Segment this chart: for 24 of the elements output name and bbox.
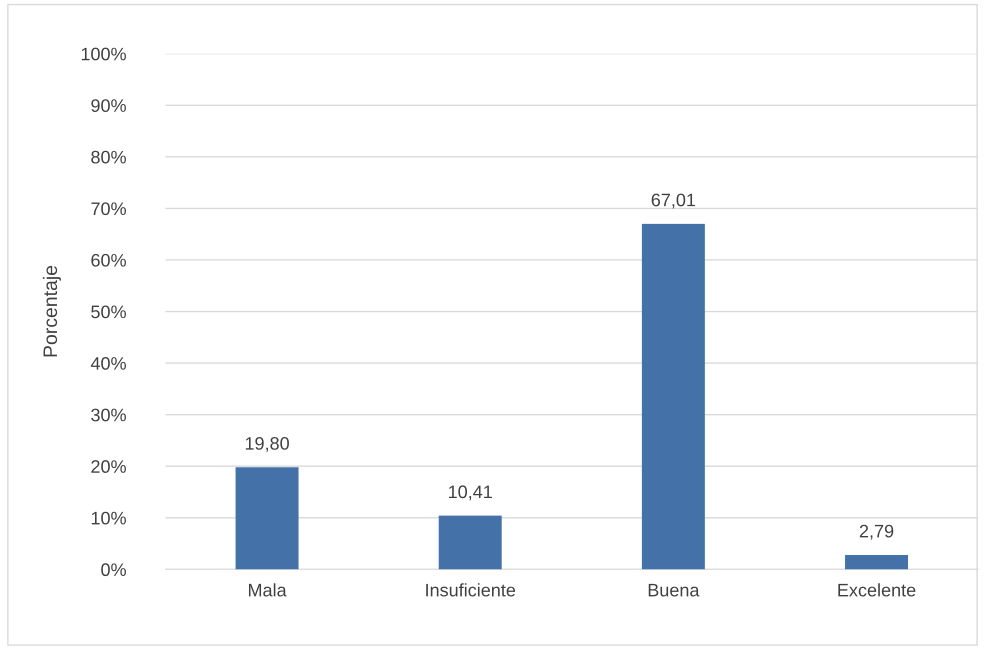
bar [236, 467, 299, 570]
x-tick-label: Excelente [838, 583, 916, 597]
y-tick-label: 30% [91, 408, 126, 422]
bar [642, 224, 705, 570]
data-label: 19,80 [246, 437, 289, 452]
data-label: 10,41 [449, 485, 492, 500]
x-tick-label: Mala [248, 583, 287, 597]
y-tick-label: 60% [91, 254, 126, 267]
y-tick-label: 80% [91, 150, 126, 164]
y-tick-label: 50% [91, 305, 126, 318]
data-label: 67,01 [652, 194, 696, 208]
y-tick-label: 0% [101, 563, 126, 576]
y-tick-label: 10% [92, 512, 126, 525]
data-label: 2,79 [860, 524, 894, 540]
y-tick-label: 40% [90, 357, 126, 370]
x-tick-label: Insuficiente [426, 583, 516, 597]
y-tick-label: 20% [91, 460, 126, 473]
y-tick-label: 70% [91, 202, 126, 216]
y-axis-title: Porcentaje [42, 266, 61, 356]
y-tick-label: 90% [91, 99, 126, 112]
x-tick-label: Buena [648, 584, 700, 597]
bar [438, 516, 502, 570]
bar [845, 554, 908, 570]
y-tick-label: 100% [82, 48, 126, 60]
